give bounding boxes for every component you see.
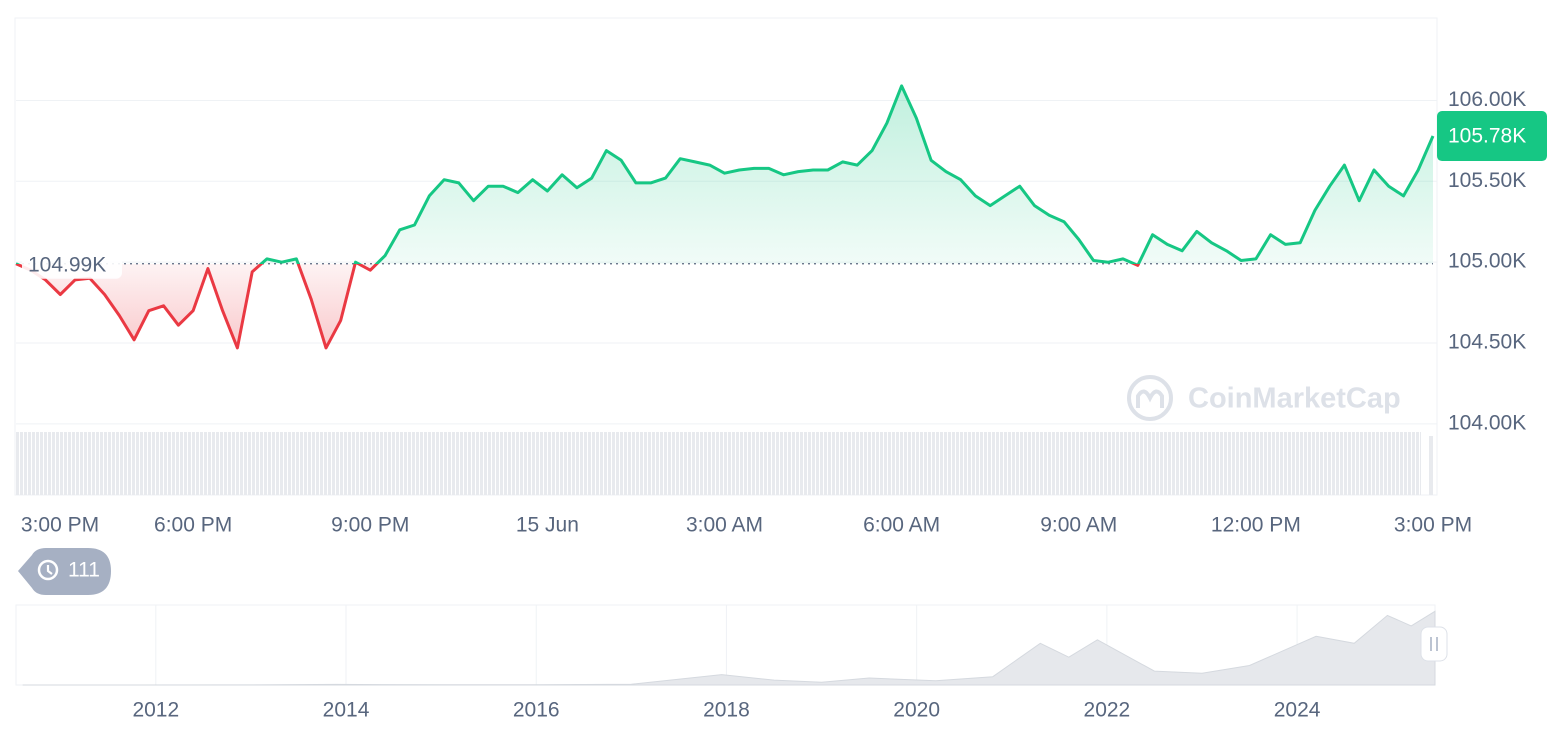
- x-tick-label: 3:00 PM: [21, 514, 99, 537]
- navigator-tick-label: 2018: [703, 699, 750, 722]
- x-tick-label: 9:00 AM: [1040, 514, 1117, 537]
- navigator-area: [22, 610, 1436, 686]
- current-price-badge: [1437, 111, 1547, 162]
- current-price-label: 105.78K: [1448, 125, 1526, 148]
- price-line: [15, 84, 1435, 350]
- x-tick-label: 3:00 PM: [1394, 514, 1472, 537]
- navigator-tick-label: 2024: [1274, 699, 1321, 722]
- navigator-tick-label: 2014: [323, 699, 370, 722]
- baseline-label-bg: [22, 246, 122, 279]
- x-tick-label: 3:00 AM: [686, 514, 763, 537]
- x-tick-label: 12:00 PM: [1211, 514, 1301, 537]
- navigator-tick-label: 2016: [513, 699, 560, 722]
- y-tick-label: 105.50K: [1448, 169, 1526, 192]
- watermark-text: CoinMarketCap: [1188, 383, 1401, 415]
- x-tick-label: 6:00 PM: [154, 514, 232, 537]
- history-badge[interactable]: 111: [18, 548, 111, 595]
- history-count: 111: [68, 559, 100, 582]
- x-tick-label: 6:00 AM: [863, 514, 940, 537]
- navigator-tick-label: 2020: [893, 699, 940, 722]
- baseline-label: 104.99K: [28, 253, 106, 276]
- x-tick-label: 9:00 PM: [331, 514, 409, 537]
- area-fill: [16, 85, 1433, 348]
- volume-bars: [16, 432, 1421, 495]
- navigator-handle[interactable]: [1420, 626, 1448, 662]
- x-tick-label: 15 Jun: [516, 514, 579, 537]
- y-tick-label: 104.00K: [1448, 411, 1526, 434]
- y-tick-label: 104.50K: [1448, 331, 1526, 354]
- navigator-tick-label: 2022: [1084, 699, 1131, 722]
- watermark: CoinMarketCap: [1127, 375, 1401, 421]
- y-tick-label: 106.00K: [1448, 88, 1526, 111]
- history-badge-bg[interactable]: [18, 548, 111, 595]
- y-tick-label: 105.00K: [1448, 250, 1526, 273]
- navigator-tick-label: 2012: [132, 699, 179, 722]
- volume-bar: [1429, 436, 1433, 495]
